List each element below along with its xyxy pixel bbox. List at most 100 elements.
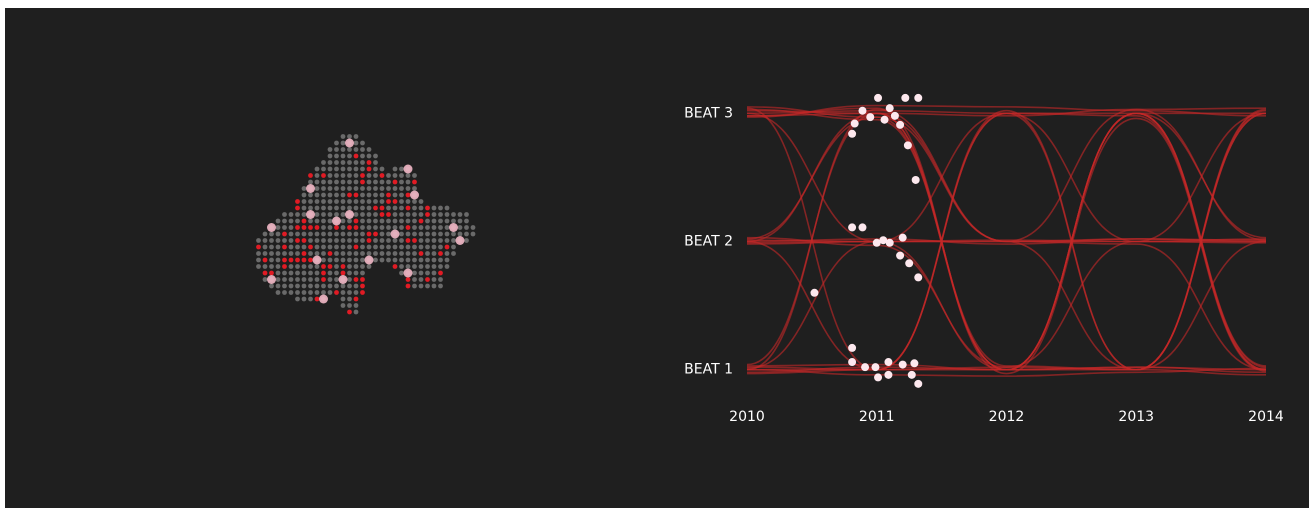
event-point: [896, 251, 905, 260]
map-dot: [418, 238, 424, 243]
map-dot: [256, 238, 261, 243]
map-dot: [405, 283, 411, 289]
map-dot: [314, 277, 320, 282]
map-dot: [282, 231, 287, 237]
map-dot: [431, 257, 437, 263]
map-dot: [353, 212, 359, 217]
map-dot: [275, 257, 281, 263]
map-dot: [295, 251, 300, 256]
map-dot: [399, 244, 404, 250]
map-dot: [425, 212, 430, 217]
map-dot: [340, 186, 346, 191]
map-dot: [262, 251, 268, 256]
map-dot: [360, 192, 365, 198]
map-dot: [379, 212, 385, 217]
map-dot: [360, 270, 365, 276]
map-dot: [347, 251, 352, 256]
map-dot: [347, 166, 352, 172]
map-dot: [418, 225, 424, 230]
map-dot: [314, 244, 320, 250]
map-dot: [360, 277, 365, 282]
event-point: [810, 288, 819, 297]
event-point: [871, 363, 880, 372]
map-dot: [399, 251, 404, 256]
map-dot: [269, 244, 274, 250]
map-dot: [353, 244, 359, 250]
map-dot: [314, 205, 320, 211]
event-point: [858, 106, 867, 115]
map-dot: [431, 251, 437, 256]
map-dot: [314, 199, 320, 204]
map-dot: [431, 212, 437, 217]
map-dot: [340, 134, 346, 139]
map-dot: [392, 264, 398, 269]
map-dot: [282, 257, 287, 263]
map-dot: [334, 140, 339, 146]
event-point: [858, 223, 867, 232]
y-tick-label: BEAT 1: [684, 362, 733, 378]
map-dot: [347, 199, 352, 204]
map-dot: [412, 277, 417, 282]
map-dot: [438, 225, 443, 230]
map-dot: [314, 264, 320, 269]
map-dot: [314, 186, 320, 191]
x-tick-label: 2010: [729, 409, 765, 425]
event-point: [880, 115, 889, 124]
map-dot: [301, 244, 307, 250]
event-point: [896, 120, 905, 129]
map-dot: [347, 179, 352, 185]
map-highlight: [306, 184, 315, 193]
map-dot: [321, 160, 326, 165]
map-highlight: [306, 210, 315, 219]
map-dot: [399, 270, 404, 276]
map-dot: [373, 244, 378, 250]
map-dot: [360, 251, 365, 256]
map-dot: [282, 218, 287, 224]
map-dot: [405, 173, 411, 178]
map-dot: [275, 231, 281, 237]
map-dot: [327, 225, 333, 230]
map-dot: [288, 231, 294, 237]
map-dot: [308, 277, 313, 282]
beat-chart: 2010 2011 2012 2013 2014 BEAT 1 BEAT 2 BEAT 3: [684, 93, 1284, 425]
map-dot: [373, 238, 378, 243]
map-dot: [360, 264, 365, 269]
map-dot: [425, 244, 430, 250]
map-dot: [295, 264, 300, 269]
map-dot: [301, 231, 307, 237]
map-dot: [353, 277, 359, 282]
map-dot: [418, 212, 424, 217]
map-dot: [269, 238, 274, 243]
map-dot: [353, 270, 359, 276]
map-highlight: [267, 223, 276, 232]
map-dot: [412, 173, 417, 178]
map-dot: [444, 218, 450, 224]
map-dot: [379, 251, 385, 256]
map-dot: [347, 147, 352, 152]
map-dot: [340, 153, 346, 159]
map-dot: [288, 244, 294, 250]
map-dot: [321, 166, 326, 172]
map-dot: [392, 212, 398, 217]
x-tick-label: 2013: [1118, 409, 1154, 425]
map-highlight: [455, 236, 465, 245]
event-point: [848, 223, 857, 232]
map-highlight: [312, 255, 322, 265]
map-dot: [399, 173, 404, 178]
map-dot: [295, 244, 300, 250]
map-dot: [308, 225, 313, 230]
map-dot: [386, 186, 391, 191]
map-dot: [275, 264, 281, 269]
map-dot: [308, 179, 313, 185]
map-dot: [431, 238, 437, 243]
map-dot: [379, 244, 385, 250]
map-dot: [314, 283, 320, 289]
map-dot: [418, 218, 424, 224]
map-dot: [392, 179, 398, 185]
map-dot: [386, 218, 391, 224]
map-dot: [321, 244, 326, 250]
map-dot: [360, 186, 365, 191]
trajectory-line: [746, 106, 1267, 243]
map-highlight: [390, 229, 400, 239]
map-dot: [327, 186, 333, 191]
